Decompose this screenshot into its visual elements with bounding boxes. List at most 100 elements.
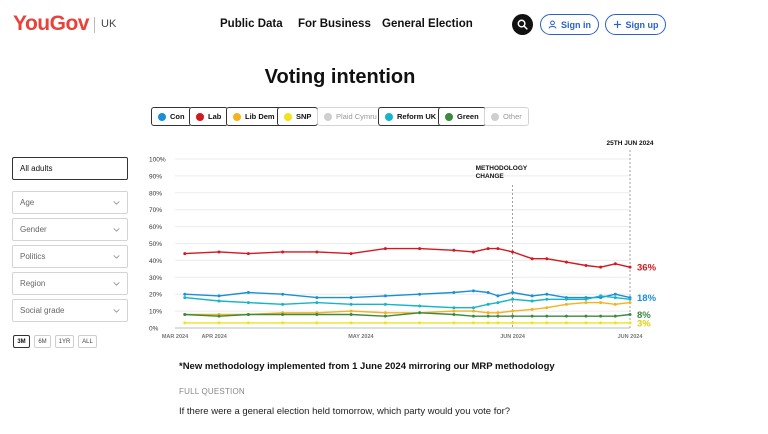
search-icon bbox=[517, 19, 528, 30]
data-point bbox=[217, 312, 221, 316]
sign-in-button[interactable]: Sign in bbox=[540, 14, 599, 35]
legend-green[interactable]: Green bbox=[438, 107, 486, 126]
data-point bbox=[452, 291, 456, 295]
series-line-con bbox=[184, 290, 631, 299]
data-point bbox=[584, 263, 588, 267]
legend-reform-uk[interactable]: Reform UK bbox=[378, 107, 444, 126]
range-all-button[interactable]: ALL bbox=[78, 335, 97, 348]
data-point bbox=[452, 309, 456, 313]
data-point bbox=[183, 312, 187, 316]
data-point bbox=[281, 311, 285, 315]
data-point bbox=[246, 291, 250, 295]
data-point bbox=[628, 297, 632, 301]
data-point bbox=[584, 301, 588, 305]
filter-gender[interactable]: Gender bbox=[12, 218, 128, 241]
data-point bbox=[418, 304, 422, 308]
filter-politics[interactable]: Politics bbox=[12, 245, 128, 268]
data-point bbox=[486, 321, 490, 325]
data-point bbox=[496, 294, 500, 298]
y-tick-label: 100% bbox=[149, 157, 166, 164]
legend-snp[interactable]: SNP bbox=[277, 107, 319, 126]
legend-con[interactable]: Con bbox=[151, 107, 192, 126]
data-point bbox=[613, 292, 617, 296]
data-point bbox=[349, 312, 353, 316]
data-point bbox=[511, 309, 515, 313]
y-tick-label: 70% bbox=[149, 207, 162, 214]
y-tick-label: 10% bbox=[149, 309, 162, 316]
data-point bbox=[584, 296, 588, 300]
data-point bbox=[183, 252, 187, 256]
data-point bbox=[530, 294, 534, 298]
data-point bbox=[383, 314, 387, 318]
sign-up-button[interactable]: Sign up bbox=[605, 14, 666, 35]
yougov-logo[interactable]: YouGov bbox=[13, 12, 89, 35]
data-point bbox=[452, 306, 456, 310]
legend-lib-dem[interactable]: Lib Dem bbox=[226, 107, 282, 126]
legend-other[interactable]: Other bbox=[484, 107, 529, 126]
data-point bbox=[418, 292, 422, 296]
nav-public-data[interactable]: Public Data bbox=[220, 18, 283, 30]
filter-social-grade[interactable]: Social grade bbox=[12, 299, 128, 322]
page-title: Voting intention bbox=[264, 66, 416, 88]
data-point bbox=[217, 321, 221, 325]
data-point bbox=[315, 250, 319, 254]
data-point bbox=[383, 302, 387, 306]
filter-age[interactable]: Age bbox=[12, 191, 128, 214]
data-point bbox=[628, 265, 632, 269]
range-6m-button[interactable]: 6M bbox=[34, 335, 51, 348]
chevron-down-icon bbox=[113, 200, 120, 205]
data-point bbox=[564, 296, 568, 300]
nav-general-election[interactable]: General Election bbox=[382, 18, 473, 30]
data-point bbox=[183, 296, 187, 300]
search-button[interactable] bbox=[512, 14, 533, 35]
data-point bbox=[486, 302, 490, 306]
filter-label: Gender bbox=[20, 225, 47, 234]
legend-plaid-cymru[interactable]: Plaid Cymru bbox=[317, 107, 384, 126]
data-point bbox=[315, 312, 319, 316]
range-1yr-button[interactable]: 1YR bbox=[55, 335, 74, 348]
y-tick-label: 0% bbox=[149, 326, 159, 333]
plaid-cymru-dot-icon bbox=[324, 112, 332, 121]
nav-for-business[interactable]: For Business bbox=[298, 18, 371, 30]
x-tick-label: MAR 2024 bbox=[162, 334, 189, 340]
data-point bbox=[349, 252, 353, 256]
con-dot-icon bbox=[158, 112, 166, 121]
data-point bbox=[628, 321, 632, 325]
legend-label: SNP bbox=[296, 112, 312, 121]
filter-label: Politics bbox=[20, 252, 46, 261]
data-point bbox=[471, 321, 475, 325]
data-point bbox=[613, 302, 617, 306]
data-point bbox=[599, 265, 603, 269]
y-tick-label: 60% bbox=[149, 224, 162, 231]
data-point bbox=[471, 289, 475, 293]
data-point bbox=[418, 247, 422, 251]
range-3m-button[interactable]: 3M bbox=[13, 335, 30, 348]
filter-all-adults[interactable]: All adults bbox=[12, 157, 128, 180]
data-point bbox=[418, 321, 422, 325]
data-point bbox=[246, 321, 250, 325]
legend-lab[interactable]: Lab bbox=[189, 107, 229, 126]
data-point bbox=[315, 301, 319, 305]
chevron-down-icon bbox=[113, 254, 120, 259]
data-point bbox=[383, 294, 387, 298]
data-point bbox=[471, 314, 475, 318]
logo-divider bbox=[94, 17, 95, 33]
data-point bbox=[349, 321, 353, 325]
annotation-label: 25TH JUN 2024 bbox=[607, 140, 654, 147]
filter-region[interactable]: Region bbox=[12, 272, 128, 295]
data-point bbox=[599, 294, 603, 298]
region-label[interactable]: UK bbox=[101, 18, 117, 30]
user-icon bbox=[548, 20, 557, 29]
sign-in-label: Sign in bbox=[561, 19, 591, 30]
data-point bbox=[486, 311, 490, 315]
data-point bbox=[349, 309, 353, 313]
data-point bbox=[315, 296, 319, 300]
data-point bbox=[599, 301, 603, 305]
series-line-lib-dem bbox=[184, 301, 631, 316]
data-point bbox=[545, 292, 549, 296]
lib-dem-dot-icon bbox=[233, 112, 241, 121]
data-point bbox=[246, 312, 250, 316]
series-line-green bbox=[184, 312, 631, 317]
data-point bbox=[511, 250, 515, 254]
data-point bbox=[383, 247, 387, 251]
